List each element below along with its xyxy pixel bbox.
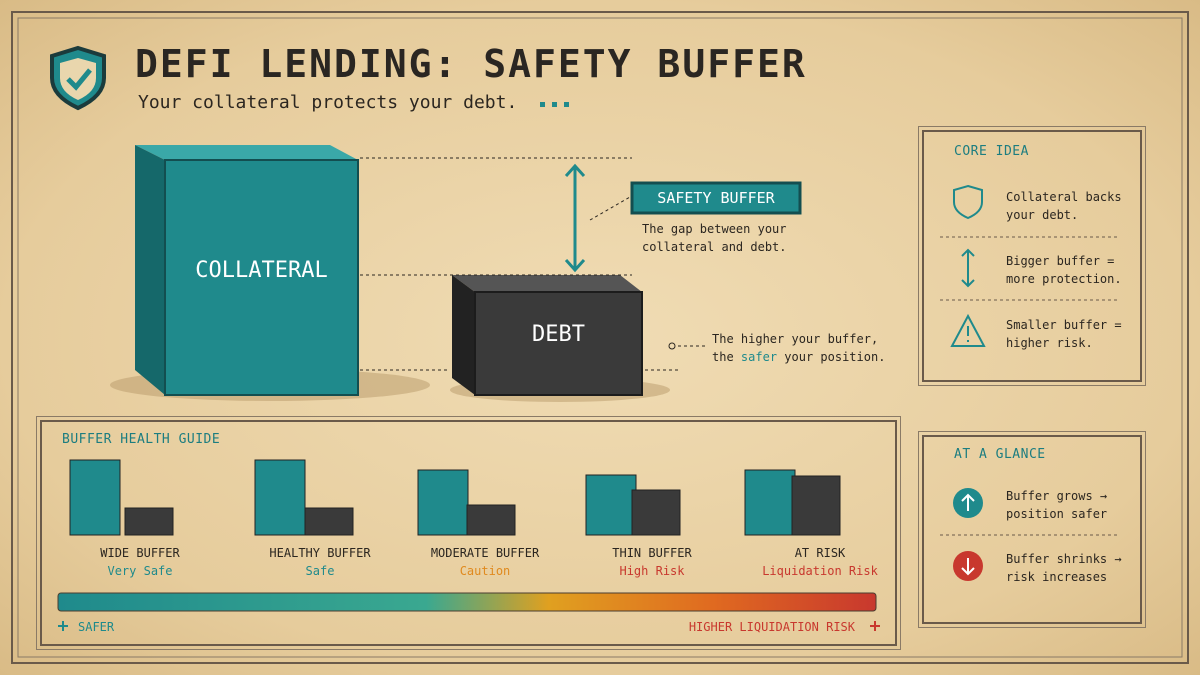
level-status: Caution xyxy=(459,564,511,578)
mini-block xyxy=(304,507,354,536)
level-status: Very Safe xyxy=(107,564,173,578)
glance-item: Buffer grows → position safer xyxy=(1006,489,1108,521)
level-name: WIDE BUFFER xyxy=(100,546,180,560)
mini-block xyxy=(69,459,121,536)
panel-title: BUFFER HEALTH GUIDE xyxy=(62,432,221,447)
mini-block xyxy=(466,504,516,536)
mini-block xyxy=(254,459,306,536)
level: HEALTHY BUFFER Safe xyxy=(235,546,405,578)
core-idea-panel: CORE IDEA Collateral backs your debt. Bi… xyxy=(918,126,1146,386)
mini-block xyxy=(585,474,637,536)
level: MODERATE BUFFER Caution xyxy=(400,546,570,578)
level-status: High Risk xyxy=(619,564,685,578)
core-item: Collateral backs your debt. xyxy=(1006,190,1122,222)
core-item: Bigger buffer = more protection. xyxy=(1006,254,1122,286)
collateral-label: COLLATERAL xyxy=(195,258,328,283)
mini-block xyxy=(744,469,796,536)
level-status: Safe xyxy=(305,564,335,578)
guide-panel: BUFFER HEALTH GUIDE SAFER HIGHER LIQUIDA… xyxy=(36,416,901,650)
subtitle: Your collateral protects your debt. xyxy=(138,92,518,113)
level: AT RISK Liquidation Risk xyxy=(735,546,905,578)
core-item: Smaller buffer = higher risk. xyxy=(1006,318,1122,350)
level-name: THIN BUFFER xyxy=(612,546,692,560)
scale-right: HIGHER LIQUIDATION RISK xyxy=(688,620,855,634)
note-text: your position. xyxy=(784,350,886,364)
mini-block xyxy=(791,475,841,536)
level-name: HEALTHY BUFFER xyxy=(269,546,371,560)
panel-title: AT A GLANCE xyxy=(954,447,1046,462)
mini-block xyxy=(631,489,681,536)
position-note: The higher your buffer, the safer your p… xyxy=(712,330,892,366)
mini-block xyxy=(417,469,469,536)
panel-title: CORE IDEA xyxy=(954,144,1029,159)
level-name: AT RISK xyxy=(794,546,846,560)
level-name: MODERATE BUFFER xyxy=(430,546,540,560)
buffer-note: The gap between your collateral and debt… xyxy=(642,222,787,254)
level-status: Liquidation Risk xyxy=(762,564,878,578)
glance-panel: AT A GLANCE Buffer grows → position safe… xyxy=(918,431,1146,628)
level: WIDE BUFFER Very Safe xyxy=(55,546,225,578)
level: THIN BUFFER High Risk xyxy=(567,546,737,578)
mini-block xyxy=(124,507,174,536)
debt-label: DEBT xyxy=(532,322,585,347)
title: DEFI LENDING: SAFETY BUFFER xyxy=(135,42,807,86)
scale-left: SAFER xyxy=(78,620,115,634)
note-highlight: safer xyxy=(740,350,778,364)
glance-item: Buffer shrinks → risk increases xyxy=(1006,552,1122,584)
note-text: The higher your buffer, the xyxy=(712,332,879,364)
buffer-label: SAFETY BUFFER xyxy=(657,189,775,207)
